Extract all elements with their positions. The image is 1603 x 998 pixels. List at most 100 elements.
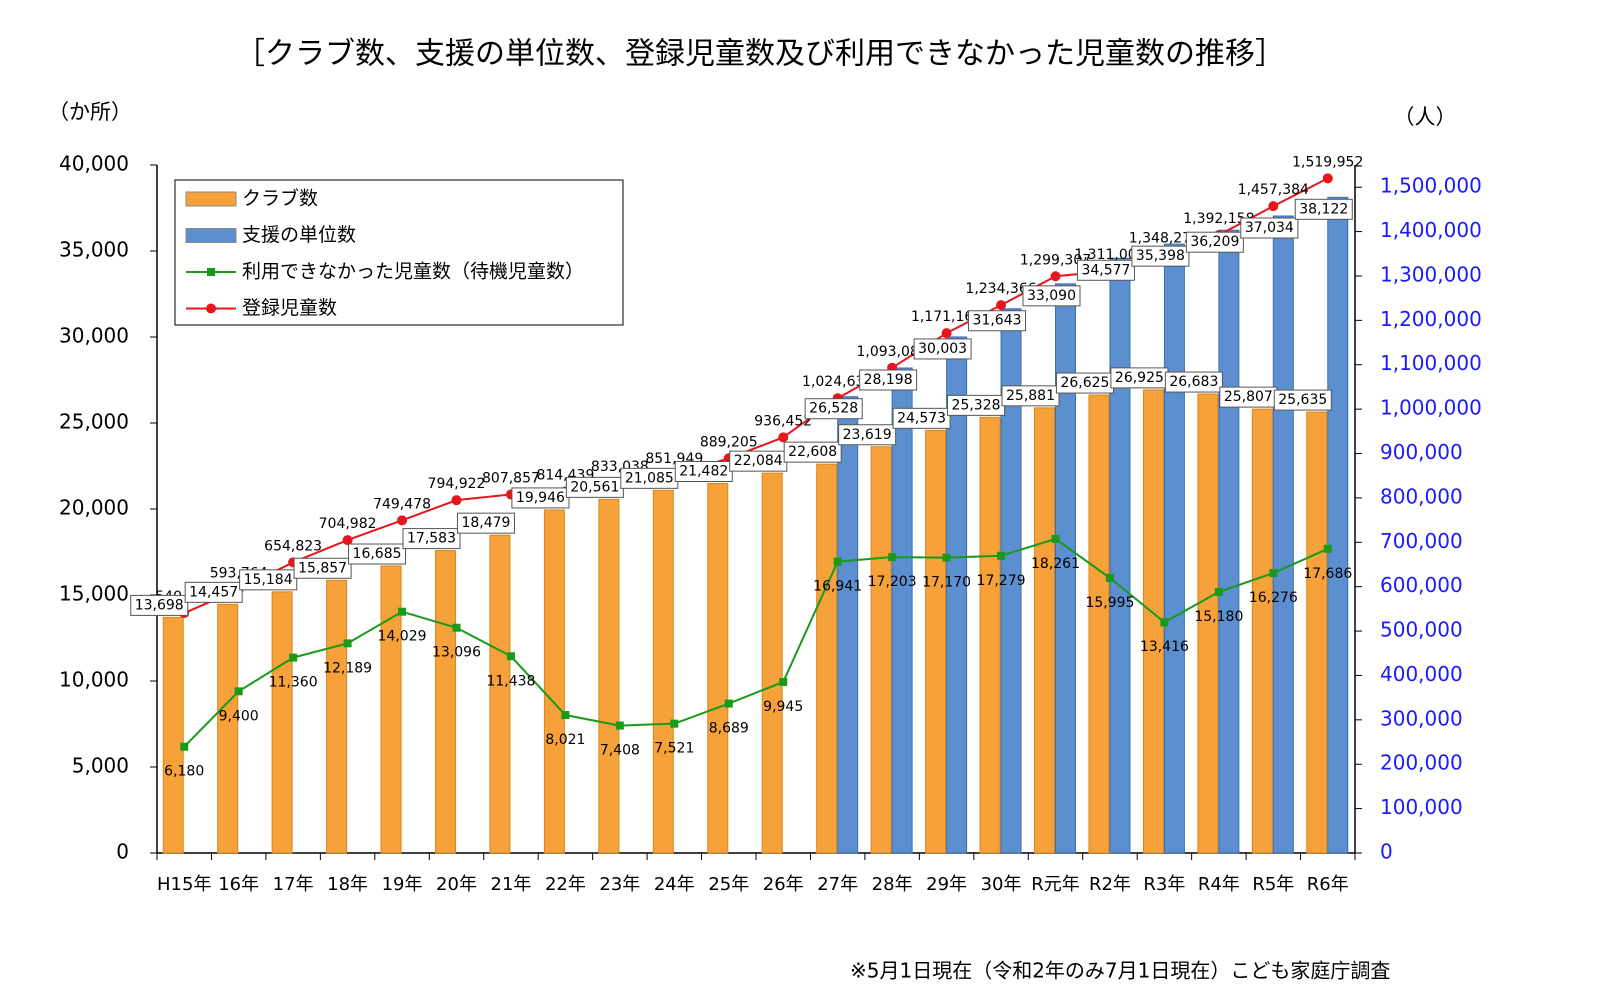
marker — [778, 432, 789, 443]
marker — [451, 495, 462, 506]
bar — [870, 446, 892, 854]
y2-tick-label: 400,000 — [1380, 662, 1463, 686]
marker — [779, 677, 788, 686]
y2-tick-label: 1,100,000 — [1380, 351, 1482, 375]
y-tick-label: 5,000 — [72, 754, 129, 778]
bar — [1088, 394, 1110, 854]
bar-label-box — [1294, 198, 1353, 220]
marker — [1050, 271, 1061, 282]
bar — [1327, 196, 1349, 854]
marker — [452, 623, 461, 632]
y2-tick-label: 500,000 — [1380, 618, 1463, 642]
bar-label: 20,561 — [570, 479, 619, 495]
marker — [615, 721, 624, 730]
bar-label-box — [892, 407, 951, 429]
bar-label-box — [184, 581, 243, 603]
x-tick-label: 23年 — [599, 874, 640, 895]
bar-label-box — [968, 310, 1027, 332]
bar-label-box — [1240, 217, 1299, 239]
data-label: 15,995 — [1085, 595, 1134, 611]
y2-tick-label: 100,000 — [1380, 795, 1463, 819]
data-label: 12,189 — [323, 660, 372, 676]
bar-label: 14,457 — [189, 584, 238, 600]
legend-swatch — [185, 191, 237, 207]
data-label: 1,519,952 — [1292, 154, 1363, 170]
x-tick-label: 27年 — [817, 874, 858, 895]
data-label: 15,180 — [1194, 609, 1243, 625]
marker — [1105, 573, 1114, 582]
x-tick-label: 28年 — [872, 874, 913, 895]
data-label: 6,180 — [164, 764, 204, 780]
y-tick-label: 40,000 — [59, 152, 129, 176]
data-label: 704,982 — [319, 516, 377, 532]
bar — [1109, 257, 1131, 854]
data-label: 11,438 — [486, 673, 535, 689]
bar-label-box — [511, 487, 570, 509]
data-label: 17,279 — [977, 573, 1026, 589]
bar-label: 15,857 — [298, 560, 347, 576]
data-label: 1,457,384 — [1238, 182, 1309, 198]
data-label: 654,823 — [264, 538, 322, 554]
bar-label-box — [859, 369, 918, 391]
bar-label-box — [1185, 231, 1244, 253]
bar-label-box — [130, 594, 189, 616]
data-label: 794,922 — [428, 476, 486, 492]
x-tick-label: R4年 — [1198, 874, 1240, 895]
x-tick-label: R2年 — [1089, 874, 1131, 895]
data-label: 1,392,158 — [1183, 211, 1254, 227]
y2-tick-label: 1,000,000 — [1380, 396, 1482, 420]
bar-label: 22,084 — [734, 453, 783, 469]
marker — [561, 711, 570, 720]
y2-tick-label: 1,300,000 — [1380, 262, 1482, 286]
x-tick-label: R6年 — [1307, 874, 1349, 895]
marker — [234, 687, 243, 696]
bar — [489, 534, 511, 854]
bar-label-box — [783, 441, 842, 463]
legend-label: 支援の単位数 — [242, 224, 356, 246]
data-label: 17,686 — [1303, 566, 1352, 582]
bar — [1306, 411, 1328, 854]
bar-label: 26,683 — [1169, 374, 1218, 390]
bar-label-box — [1273, 389, 1332, 411]
bar-label: 26,528 — [809, 401, 858, 417]
legend-marker — [206, 303, 216, 314]
footnote: ※5月1日現在（令和2年のみ7月1日現在）こども家庭庁調査 — [850, 959, 1390, 983]
bar — [1055, 283, 1076, 854]
bar-label-box — [293, 557, 352, 579]
marker — [833, 557, 842, 566]
bar — [891, 367, 913, 854]
marker — [1160, 618, 1169, 627]
y-tick-label: 30,000 — [59, 324, 129, 348]
bar-label: 15,184 — [244, 572, 293, 588]
data-label: 749,478 — [373, 496, 431, 512]
bar-label: 26,925 — [1115, 370, 1164, 386]
data-label: 18,261 — [1031, 556, 1080, 572]
bar-label-box — [1131, 245, 1190, 267]
data-label: 16,941 — [813, 579, 862, 595]
bar-label: 23,619 — [843, 427, 892, 443]
marker — [398, 607, 407, 616]
data-label: 807,857 — [482, 470, 540, 486]
x-tick-label: H15年 — [157, 874, 211, 895]
bar-label: 25,881 — [1006, 388, 1055, 404]
marker — [670, 719, 679, 728]
y-axis-label: （か所） — [48, 100, 132, 124]
data-label: 936,452 — [754, 413, 812, 429]
data-label: 1,299,307 — [1020, 252, 1091, 268]
x-tick-label: R5年 — [1252, 874, 1294, 895]
bar — [979, 416, 1001, 854]
bar-label-box — [402, 528, 461, 550]
y-tick-label: 10,000 — [59, 668, 129, 692]
bar-label-box — [838, 424, 897, 446]
x-tick-label: 24年 — [654, 874, 695, 895]
bar — [1034, 407, 1055, 854]
bar-label: 25,328 — [952, 397, 1001, 413]
y2-tick-label: 900,000 — [1380, 440, 1463, 464]
marker — [1269, 569, 1278, 578]
bar-label: 25,635 — [1278, 392, 1327, 408]
x-tick-label: 22年 — [545, 874, 586, 895]
bar — [816, 463, 838, 854]
legend-swatch — [185, 228, 237, 243]
bar-label: 19,946 — [516, 490, 565, 506]
marker — [997, 551, 1006, 560]
